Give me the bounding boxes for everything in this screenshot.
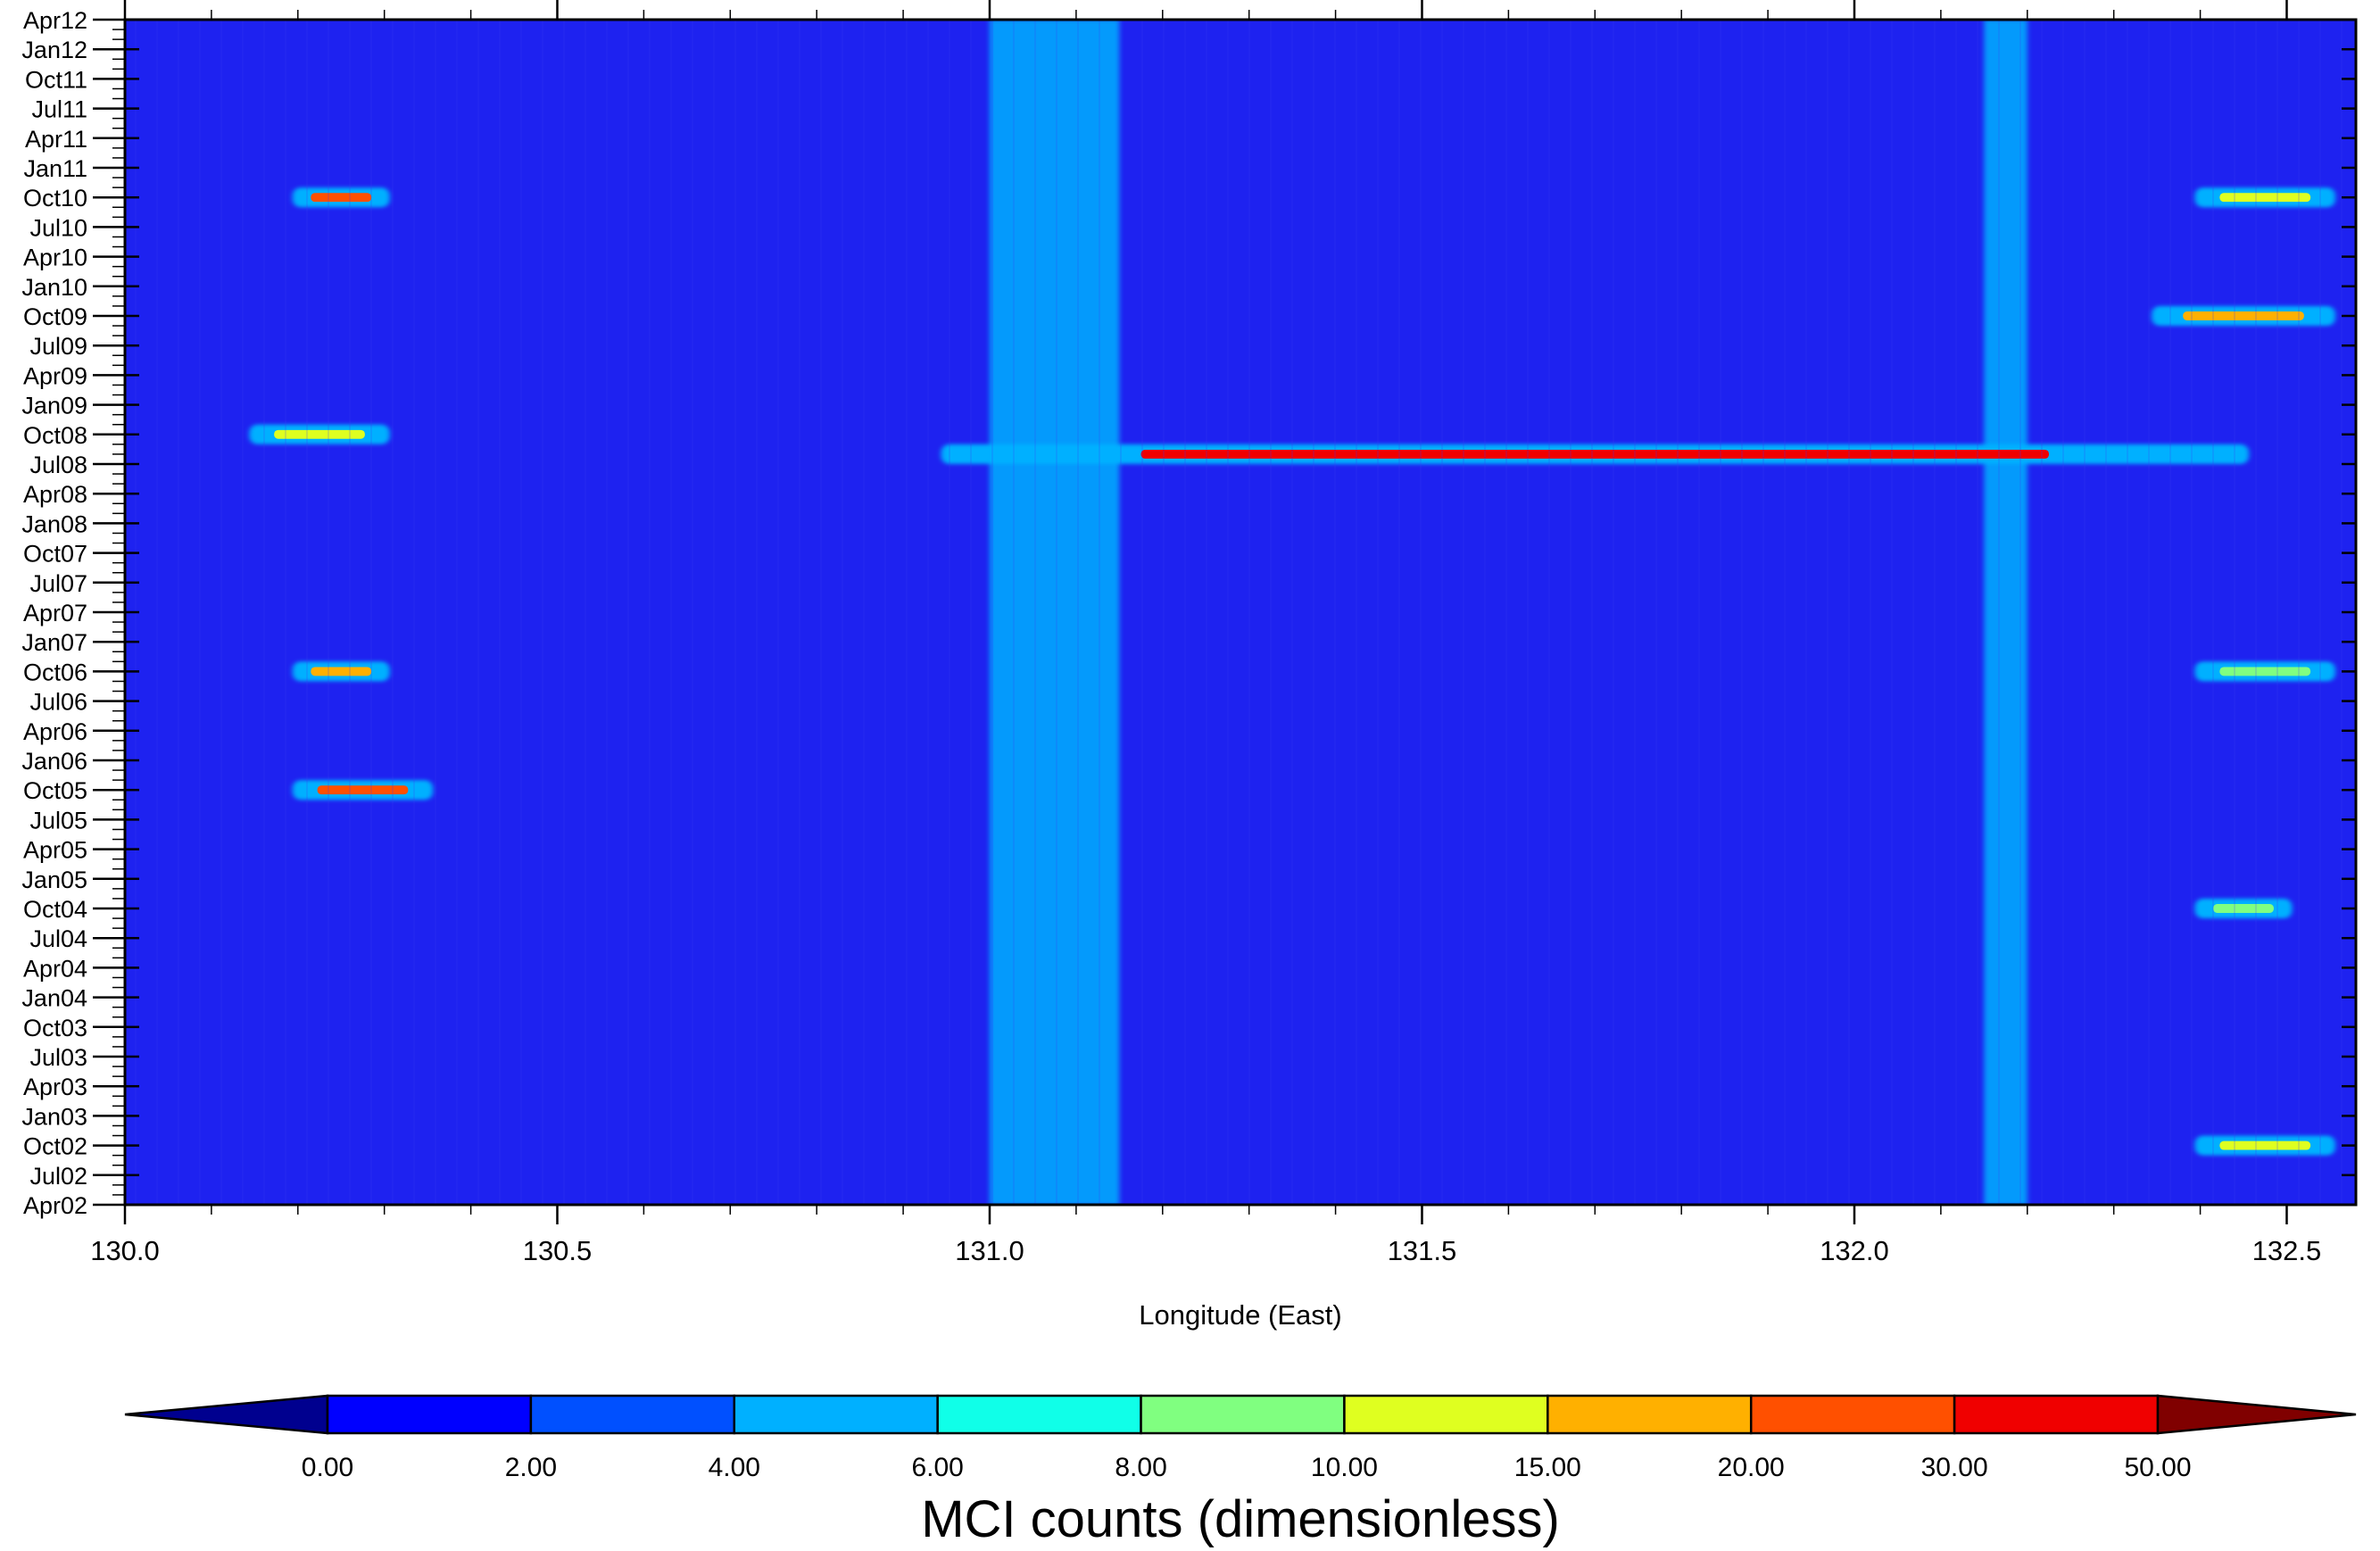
y-tick-label: Oct04 — [23, 896, 87, 923]
feature-band-0 — [989, 20, 1120, 1205]
y-tick-label: Apr11 — [25, 126, 87, 153]
x-tick-label: 132.5 — [2252, 1235, 2322, 1266]
x-tick-label: 132.0 — [1820, 1235, 1889, 1266]
colorbar-tick-label: 10.00 — [1311, 1453, 1378, 1482]
colorbar-under-arrow — [124, 1394, 329, 1435]
y-tick-label: Jul09 — [29, 333, 87, 360]
y-tick-label: Jan08 — [21, 510, 87, 537]
y-tick-label: Jul07 — [29, 570, 87, 597]
colorbar-tick-label: 20.00 — [1718, 1453, 1785, 1482]
colorbar: 0.00 2.00 4.00 6.00 8.00 10.00 15.00 20.00 30.00… — [124, 1394, 2357, 1482]
colorbar-tick-label: 6.00 — [911, 1453, 963, 1482]
feature-streak-6 — [292, 661, 390, 682]
feature-streak-11 — [2194, 899, 2293, 918]
x-tick-label: 131.5 — [1388, 1235, 1457, 1266]
y-tick-label: Jan11 — [23, 155, 87, 182]
y-tick-label: Jul10 — [29, 214, 87, 241]
y-tick-label: Jul02 — [29, 1163, 87, 1190]
colorbar-box — [1140, 1394, 1346, 1435]
x-tick-label: 130.5 — [523, 1235, 593, 1266]
y-tick-label: Oct11 — [25, 66, 87, 93]
y-tick-label: Apr02 — [23, 1192, 87, 1219]
feature-streak-8 — [2194, 187, 2335, 208]
feature-streak-7 — [249, 424, 390, 444]
feature-streak-10 — [2194, 1135, 2335, 1156]
colorbar-box — [1343, 1394, 1549, 1435]
y-tick-label: Apr12 — [23, 7, 87, 34]
y-tick-label: Apr04 — [23, 955, 87, 982]
y-tick-label: Jan03 — [21, 1103, 87, 1130]
colorbar-tick-label: 0.00 — [302, 1453, 353, 1482]
y-tick-label: Oct10 — [23, 185, 87, 212]
y-tick-label: Jul04 — [29, 925, 87, 952]
colorbar-tick-label: 30.00 — [1921, 1453, 1988, 1482]
colorbar-box — [1953, 1394, 2160, 1435]
colorbar-tick-label: 15.00 — [1514, 1453, 1581, 1482]
colorbar-tick-label: 2.00 — [505, 1453, 557, 1482]
y-tick-label: Jul11 — [31, 96, 87, 123]
y-tick-label: Apr03 — [23, 1074, 87, 1100]
colorbar-tick-label: 50.00 — [2124, 1453, 2191, 1482]
colorbar-tick-label: 8.00 — [1115, 1453, 1166, 1482]
feature-streak-9 — [2194, 661, 2335, 682]
colorbar-tick-label: 4.00 — [709, 1453, 760, 1482]
colorbar-box — [1547, 1394, 1753, 1435]
plot-texture — [135, 20, 2343, 1205]
colorbar-box — [1749, 1394, 1956, 1435]
colorbar-box — [529, 1394, 736, 1435]
y-tick-label: Jan07 — [21, 629, 87, 656]
y-tick-label: Jan09 — [21, 393, 87, 419]
y-tick-label: Jan12 — [21, 37, 87, 63]
colorbar-box — [733, 1394, 939, 1435]
feature-band-1 — [1984, 20, 2028, 1205]
y-tick-label: Oct02 — [23, 1133, 87, 1160]
x-tick-label: 131.0 — [955, 1235, 1024, 1266]
y-tick-label: Jan05 — [21, 867, 87, 893]
feature-streak-3 — [292, 187, 390, 208]
y-tick-label: Apr06 — [23, 718, 87, 745]
feature-streak-4 — [2152, 306, 2335, 326]
y-tick-label: Jul08 — [29, 452, 87, 478]
colorbar-box — [326, 1394, 533, 1435]
y-tick-label: Jul05 — [29, 807, 87, 834]
y-tick-label: Jul06 — [29, 689, 87, 716]
y-tick-label: Oct08 — [23, 422, 87, 449]
y-tick-label: Oct07 — [23, 541, 87, 568]
y-tick-label: Jan04 — [21, 985, 87, 1012]
y-tick-label: Apr08 — [23, 481, 87, 508]
y-tick-label: Apr10 — [23, 245, 87, 271]
y-tick-label: Jul03 — [29, 1044, 87, 1071]
x-axis-label: Longitude (East) — [1139, 1299, 1341, 1331]
feature-streak-2 — [941, 444, 2250, 464]
y-tick-label: Apr05 — [23, 837, 87, 864]
colorbar-label: MCI counts (dimensionless) — [921, 1490, 1560, 1548]
y-tick-label: Oct05 — [23, 777, 87, 804]
colorbar-box — [936, 1394, 1142, 1435]
y-tick-label: Jan06 — [21, 748, 87, 775]
feature-streak-5 — [292, 780, 434, 800]
y-tick-label: Oct09 — [23, 303, 87, 330]
heatmap-features — [249, 20, 2335, 1205]
colorbar-over-arrow — [2156, 1394, 2357, 1435]
y-tick-label: Oct03 — [23, 1015, 87, 1041]
y-tick-label: Oct06 — [23, 659, 87, 685]
y-tick-label: Apr07 — [23, 600, 87, 626]
x-tick-label: 130.0 — [90, 1235, 160, 1266]
x-axis: 130.0 130.5 131.0 131.5 132.0 132.5 — [90, 0, 2321, 1266]
y-tick-label: Apr09 — [23, 362, 87, 389]
y-tick-label: Jan10 — [21, 274, 87, 301]
